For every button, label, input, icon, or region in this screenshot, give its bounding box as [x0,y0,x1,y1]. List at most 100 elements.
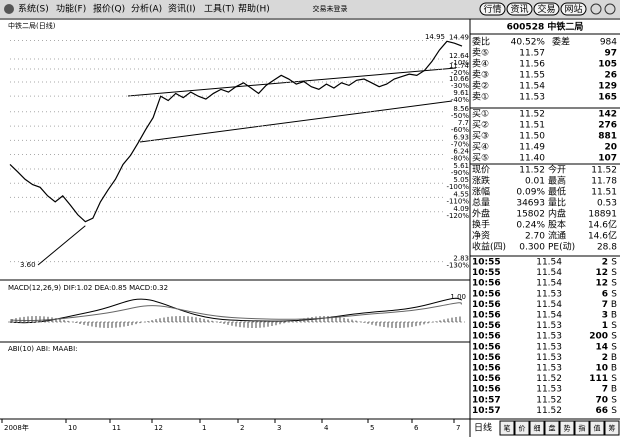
tick-volume: 12 [595,279,608,289]
nav-button[interactable] [479,2,506,16]
macd-dif [9,297,463,324]
tick-side: S [611,332,617,342]
tick-volume: 70 [595,395,608,405]
tick-side: S [611,279,617,289]
tick-price: 11.53 [536,342,562,352]
tick-price: 11.54 [536,268,562,278]
stat-cell: 2.70 [525,232,545,242]
book-volume: 105 [598,60,617,70]
tick-volume: 6 [602,289,608,299]
ratio-cell: 委差 [552,36,570,48]
app-icon [4,4,14,14]
tick-price: 11.53 [536,385,562,395]
tick-time: 10:56 [472,353,501,363]
book-label: 买② [472,120,489,131]
tab[interactable] [589,420,605,436]
tab-label: 值 [594,424,601,433]
tab[interactable] [544,420,560,436]
date-label: 4 [324,424,329,432]
ratio-cell: 984 [600,38,617,48]
tick-price: 11.53 [536,353,562,363]
tick-side: S [611,374,617,384]
tick-price: 11.52 [536,374,562,384]
tick-time: 10:56 [472,342,501,352]
y-tick-note: -130% [446,262,469,270]
menu-item[interactable]: 报价(Q) [93,3,125,15]
y-tick-note: -110% [446,197,469,205]
stat-cell: 外盘 [472,208,490,220]
book-volume: 276 [598,121,617,131]
tick-side: B [611,300,617,310]
date-label: 7 [456,424,460,432]
status-text: 交易未登录 [313,4,348,13]
ratio-cell: 40.52% [511,38,546,48]
book-label: 买① [472,109,489,120]
tick-price: 11.54 [536,258,562,268]
tick-volume: 10 [595,364,608,374]
tab[interactable] [574,420,590,436]
menu-item[interactable]: 资讯(I) [168,4,196,15]
tick-time: 10:56 [472,332,501,342]
tab[interactable] [499,420,515,436]
date-label: 1 [202,424,206,432]
stat-cell: 34693 [516,199,545,209]
stat-cell: 股本 [548,219,566,231]
book-price: 11.49 [519,143,545,153]
menu-item[interactable]: 帮助(H) [238,3,270,15]
y-tick-note: -120% [446,212,469,220]
tick-price: 11.53 [536,332,562,342]
stat-cell: 0.01 [525,177,545,187]
book-volume: 142 [598,110,617,120]
stat-cell: 0.24% [516,221,545,231]
close-button[interactable] [604,3,616,15]
menu-item[interactable]: 工具(T) [204,4,235,15]
tick-price: 11.54 [536,311,562,321]
tab-label: 筹 [609,424,616,433]
y-tick-note: -100% [446,183,469,191]
menu-item[interactable]: 系统(S) [18,3,49,15]
stat-cell: 18891 [588,210,617,220]
book-price: 11.52 [519,110,545,120]
stat-cell: 15802 [516,210,545,220]
nav-button[interactable] [533,2,560,16]
tick-side: B [611,385,617,395]
menu-item[interactable]: 分析(A) [131,3,162,15]
macd-bars [11,316,461,328]
nav-button[interactable] [506,2,533,16]
date-label: 5 [370,424,374,432]
tick-time: 10:56 [472,321,501,331]
date-label: 12 [154,424,163,432]
stat-cell: 14.6亿 [588,230,617,242]
tick-time: 10:55 [472,268,501,278]
tab[interactable] [604,420,620,436]
y-tick-label: 14.49 [449,33,469,41]
y-tick-label: 12.64 [449,52,470,60]
stat-cell: 量比 [548,197,566,209]
tick-volume: 200 [589,332,608,342]
tab[interactable] [529,420,545,436]
tab-label: 细 [534,424,541,433]
stat-cell: PE(动) [548,242,575,253]
period-tab[interactable]: 日线 [474,422,492,434]
macd-label: MACD(12,26,9) DIF:1.02 DEA:0.85 MACD:0.3… [8,284,168,292]
tab-label: 盘 [549,424,556,433]
tick-time: 10:56 [472,385,501,395]
book-price: 11.50 [519,132,545,142]
tick-price: 11.52 [536,406,562,416]
book-volume: 20 [604,143,617,153]
min-button[interactable] [590,3,602,15]
menu-item[interactable]: 功能(F) [56,3,86,15]
y-tick-note: -50% [451,112,469,120]
tick-time: 10:57 [472,406,501,416]
macd-tick: 1.00 [450,293,466,301]
book-label: 卖① [472,92,489,103]
y-tick-note: -10% [451,59,469,67]
tick-side: S [611,268,617,278]
tab[interactable] [514,420,530,436]
tab[interactable] [559,420,575,436]
nav-button[interactable] [560,2,587,16]
tick-volume: 1 [602,321,608,331]
book-label: 卖⑤ [472,48,489,59]
date-label: 2008年 [4,423,29,432]
